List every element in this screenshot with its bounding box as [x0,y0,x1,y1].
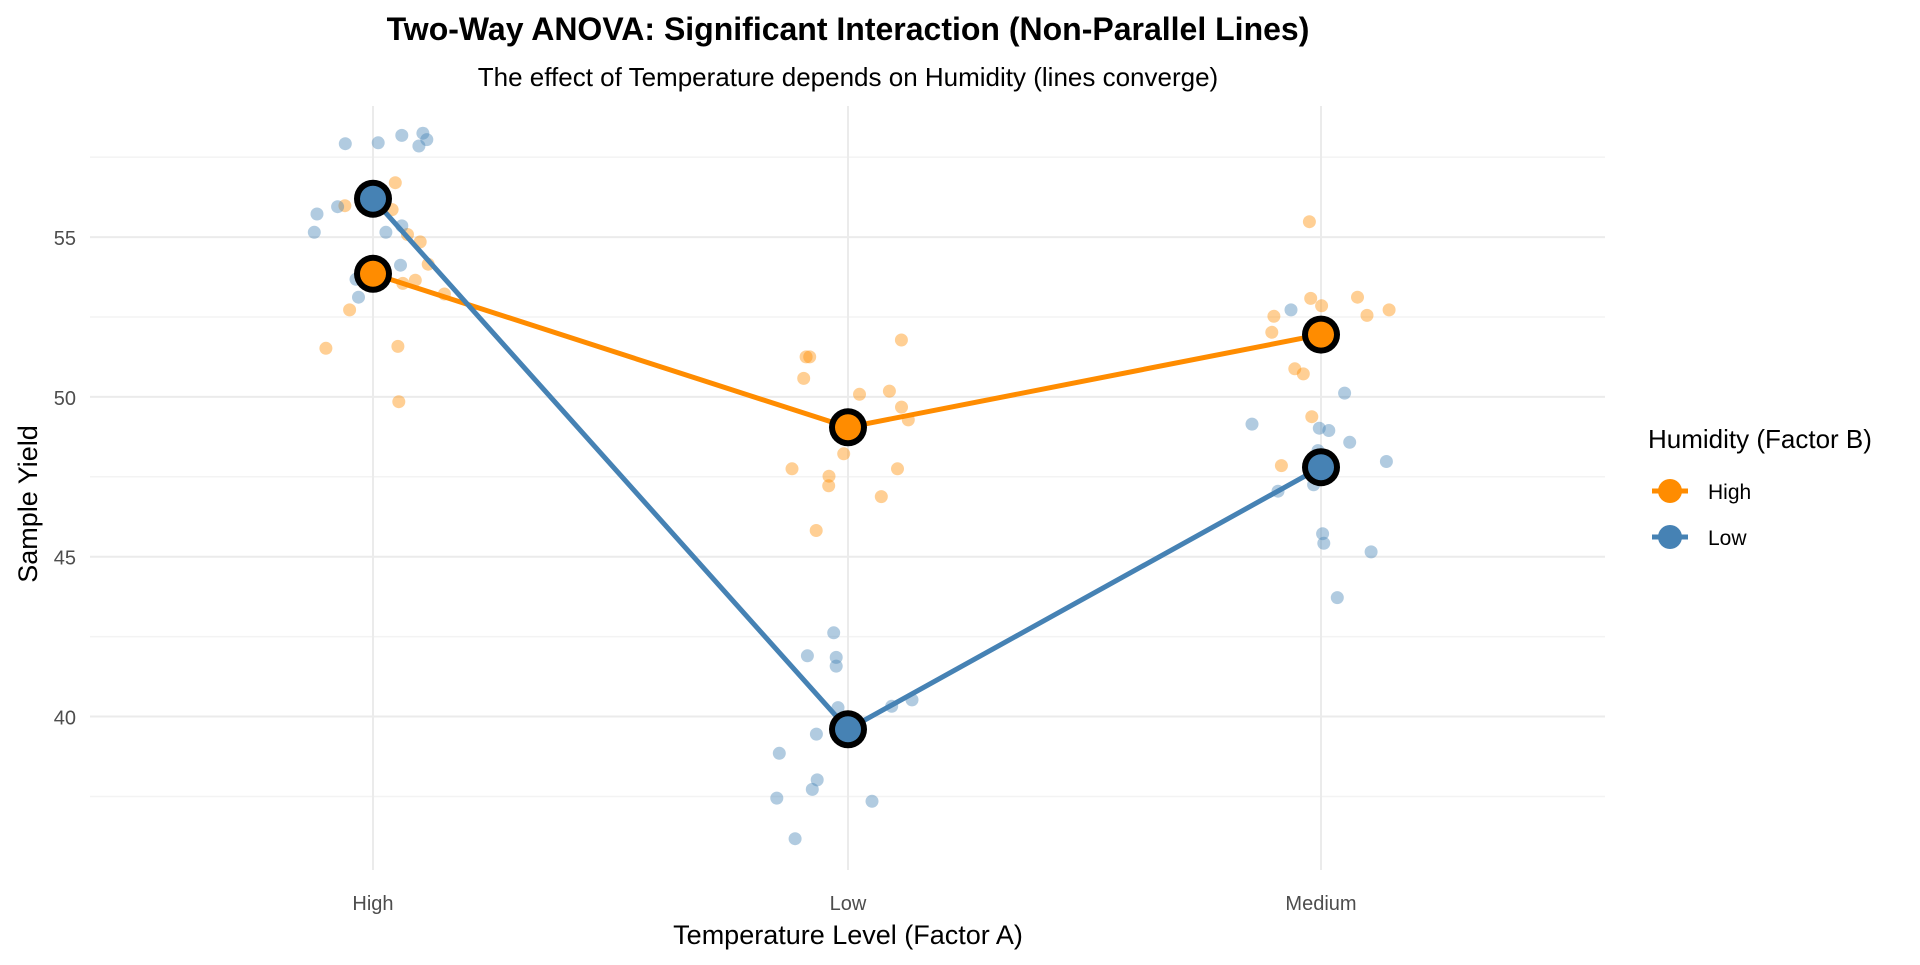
y-tick-label: 40 [54,708,76,730]
raw-data-point [829,659,843,673]
raw-data-point [331,200,345,214]
raw-data-point [797,371,811,385]
raw-data-point [338,137,352,151]
raw-data-point [1315,299,1329,313]
raw-data-point [1317,536,1331,550]
grid-layer [90,106,1605,870]
raw-data-point [1302,215,1316,229]
raw-data-point [1245,417,1259,431]
raw-data-point [310,207,324,221]
raw-data-point [1382,303,1396,317]
mean-marker [1308,321,1334,348]
chart-subtitle: The effect of Temperature depends on Hum… [478,62,1218,92]
axis-layer: 40 45 50 55 High Low Medium [54,228,1357,915]
raw-data-point [1338,386,1352,400]
raw-data-point [1316,527,1330,541]
raw-data-point [1312,421,1326,435]
raw-data-point [827,626,841,640]
mean-marker [835,716,861,743]
raw-data-point [809,524,823,537]
raw-data-point [822,479,836,493]
raw-data-point [1360,308,1374,322]
raw-data-point [1288,362,1302,376]
raw-data-point [416,126,430,140]
raw-data-point [788,832,802,846]
raw-data-point [895,400,908,414]
y-tick-label: 55 [54,228,76,250]
raw-data-point [394,258,407,272]
raw-data-point [1330,591,1344,605]
mean-marker [360,185,386,212]
raw-data-point [371,136,385,150]
x-tick-label: Medium [1285,893,1356,915]
raw-data-point [408,273,422,287]
raw-data-point [319,341,333,355]
raw-data-point [799,350,813,364]
raw-data-point [1265,325,1279,339]
raw-data-point [1284,303,1298,317]
raw-data-point [420,133,434,147]
raw-data-point [837,447,851,461]
y-axis-title: Sample Yield [13,425,43,583]
raw-data-point [1304,291,1318,305]
raw-data-point [809,727,823,741]
raw-data-point [770,791,784,805]
raw-data-point [882,384,896,398]
x-tick-label: High [352,893,393,915]
raw-data-point [395,128,409,142]
raw-data-point [1322,424,1336,437]
mean-markers-layer [354,179,1340,749]
raw-data-point [1379,455,1393,468]
raw-data-point [822,469,836,483]
raw-data-point [1351,290,1364,304]
raw-data-point [1274,459,1288,473]
x-axis-title: Temperature Level (Factor A) [673,920,1023,950]
raw-data-point [894,333,908,347]
raw-data-point [307,225,321,239]
chart-title: Two-Way ANOVA: Significant Interaction (… [387,11,1310,47]
raw-data-point [352,290,365,304]
mean-marker [1308,454,1334,481]
raw-data-point [829,650,843,664]
legend: Humidity (Factor B) High Low [1648,424,1872,550]
raw-data-point [388,176,402,190]
raw-data-point [338,199,352,213]
raw-data-point [379,225,393,239]
raw-data-point [412,139,426,153]
legend-label: High [1708,481,1751,504]
legend-key-marker [1658,479,1682,503]
raw-data-point [391,339,405,353]
legend-label: Low [1708,527,1747,550]
raw-data-point [785,462,799,476]
raw-data-point [874,490,888,504]
legend-items: High Low [1652,479,1751,550]
raw-data-point [1267,309,1281,323]
x-tick-label: Low [830,893,867,915]
raw-data-point [772,746,786,760]
raw-data-point [891,462,904,476]
raw-data-point [392,395,406,409]
y-tick-label: 50 [54,388,76,410]
raw-data-point [805,782,819,796]
raw-data-point [1343,435,1357,449]
legend-title: Humidity (Factor B) [1648,424,1872,454]
raw-data-point [1364,545,1378,559]
raw-data-point [343,303,357,317]
raw-data-point [1296,367,1310,381]
raw-data-point [865,794,879,808]
y-tick-label: 45 [54,548,76,570]
raw-data-point [803,350,817,364]
mean-marker [360,260,386,287]
raw-data-point [1305,410,1319,424]
legend-key-marker [1658,525,1682,549]
mean-marker [835,414,861,441]
raw-data-point [853,387,866,401]
raw-data-point [800,649,814,663]
raw-data-point [810,773,824,787]
